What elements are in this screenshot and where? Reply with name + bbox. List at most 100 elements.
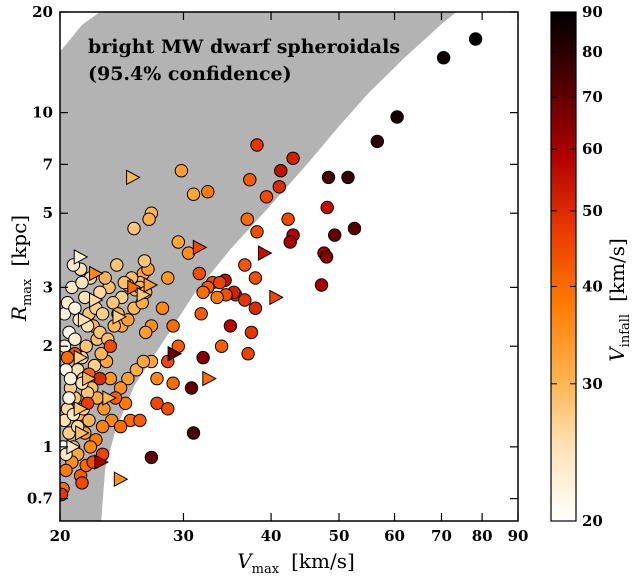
colorbar-unit: [km/s] (605, 238, 629, 302)
colorbar-tick-label: 80 (582, 43, 603, 61)
data-point-triangle (82, 370, 97, 387)
data-point-circle (121, 371, 135, 386)
data-point-circle (210, 290, 224, 305)
colorbar-ticks: 20 30 40 50 60 70 80 90 (551, 3, 603, 530)
x-tick-label: 70 (431, 527, 452, 545)
data-point-circle (110, 258, 124, 272)
data-point-circle (274, 164, 288, 178)
data-point-triangle (127, 279, 142, 296)
y-axis-subscript: max (20, 278, 35, 306)
data-point-triangle (94, 454, 109, 470)
data-point-circle (196, 350, 210, 365)
data-point-circle (174, 164, 189, 178)
annotation-line-2: (95.4% confidence) (88, 63, 292, 85)
y-tick-label: 7 (43, 155, 53, 173)
data-point-circle (223, 319, 238, 333)
data-point-circle (259, 190, 274, 204)
y-tick-label: 1 (43, 438, 53, 456)
data-point-circle (161, 402, 175, 416)
data-point-circle (106, 296, 120, 310)
data-point-circle (213, 275, 227, 290)
data-point-circle (62, 391, 76, 405)
colorbar-title: Vinfall [km/s] (605, 238, 632, 362)
colorbar-subscript: infall (618, 314, 632, 347)
data-point-triangle (257, 245, 273, 261)
colorbar-tick-label: 60 (582, 140, 603, 158)
data-point-circle (250, 138, 264, 152)
data-point-circle (184, 381, 199, 395)
y-axis-symbol: R (7, 306, 31, 322)
data-point-circle (186, 426, 201, 440)
data-point-circle (60, 487, 69, 502)
shaded-confidence-region (60, 12, 457, 521)
colorbar-tick-label: 40 (582, 277, 603, 295)
data-point-circle (60, 463, 73, 478)
data-point-circle (281, 212, 295, 226)
data-point-circle (341, 170, 355, 185)
data-point-circle (250, 225, 264, 239)
colorbar-tick-label: 20 (582, 512, 603, 530)
data-point-triangle (167, 345, 183, 362)
data-point-triangle (89, 265, 104, 282)
y-axis: 0.7 1 2 3 5 7 10 20 (27, 3, 518, 508)
data-point-circle (79, 339, 93, 353)
data-point-circle (139, 325, 153, 340)
data-point-circle (127, 221, 141, 236)
y-tick-label: 0.7 (27, 490, 53, 508)
data-point-circle (60, 350, 75, 365)
colorbar-tick-label: 90 (582, 3, 603, 21)
data-point-circle (83, 440, 98, 454)
data-point-triangle (73, 400, 89, 417)
data-point-circle (370, 134, 384, 149)
x-tick-label: 60 (384, 527, 405, 545)
data-point-circle (150, 396, 164, 410)
x-axis-symbol: V (237, 549, 254, 573)
data-point-circle (468, 32, 483, 46)
data-point-circle (98, 271, 112, 285)
data-point-circle (113, 419, 128, 434)
y-tick-label: 3 (43, 278, 53, 296)
data-point-triangle (75, 425, 90, 441)
data-point-circle (319, 250, 334, 264)
x-tick-label: 90 (508, 527, 529, 545)
data-point-circle (238, 293, 252, 307)
y-tick-label: 5 (43, 204, 53, 222)
x-tick-label: 40 (261, 527, 282, 545)
data-point-circle (194, 307, 208, 321)
colorbar-tick-label: 30 (582, 375, 603, 393)
data-point-triangle (269, 289, 284, 306)
data-point-circle (75, 476, 89, 490)
x-axis: 20 30 40 50 60 70 80 90 (50, 12, 529, 545)
colorbar-gradient (550, 11, 577, 522)
data-point-circle (133, 413, 147, 428)
data-point-circle (243, 173, 257, 187)
data-point-triangle (112, 308, 128, 325)
plot-frame (59, 11, 519, 522)
data-point-circle (137, 254, 152, 268)
data-point-circle (63, 371, 78, 386)
data-point-circle (248, 271, 263, 285)
y-tick-label: 2 (43, 337, 53, 355)
data-point-circle (95, 419, 110, 434)
data-point-circle (201, 185, 215, 199)
data-point-circle (248, 301, 263, 315)
data-point-triangle (113, 471, 129, 488)
x-tick-label: 80 (472, 527, 493, 545)
x-axis-unit: [km/s] (291, 549, 355, 573)
data-point-circle (136, 354, 151, 369)
data-point-circle (347, 221, 362, 236)
data-points (60, 32, 483, 502)
colorbar: 20 30 40 50 60 70 80 90 Vinfall [km/s] (550, 3, 632, 530)
y-tick-label: 10 (32, 104, 53, 122)
data-point-triangle (89, 292, 104, 308)
data-point-triangle (126, 169, 141, 186)
data-point-circle (436, 51, 451, 65)
data-point-circle (241, 347, 255, 361)
y-tick-label: 20 (32, 3, 53, 21)
data-point-circle (155, 301, 170, 315)
y-axis-unit: [kpc] (7, 215, 31, 267)
data-point-circle (283, 235, 297, 249)
colorbar-tick-label: 70 (582, 88, 603, 106)
data-point-circle (161, 271, 175, 285)
data-point-circle (142, 212, 156, 226)
